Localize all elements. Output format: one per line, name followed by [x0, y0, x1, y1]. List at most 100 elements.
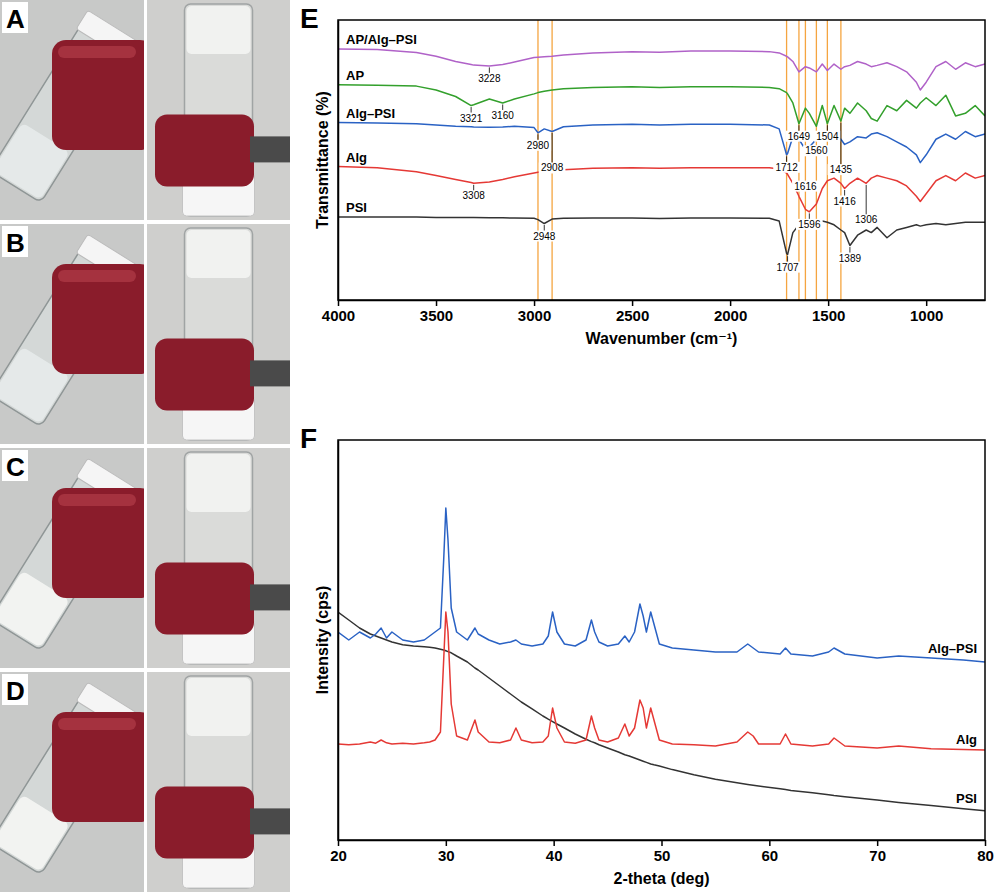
- annotation-patch: [489, 110, 516, 121]
- annotation-patch: [786, 131, 813, 142]
- annotation-patch: [828, 164, 855, 175]
- clamp-handle: [250, 808, 290, 834]
- annotation: 3228: [476, 73, 503, 84]
- panel-letter: C: [6, 452, 25, 482]
- x-tick-label: 40: [546, 847, 563, 864]
- x-tick: 80: [977, 840, 994, 864]
- y-axis: [338, 21, 339, 301]
- x-tick: 2500: [616, 300, 649, 324]
- clamp-highlight: [58, 718, 136, 730]
- series-name: Alg: [346, 150, 367, 165]
- y-axis-title: Transmittance (%): [314, 91, 331, 229]
- clamp-handle: [250, 584, 290, 610]
- annotation-label: 1306: [855, 214, 878, 225]
- clamp: [155, 338, 254, 410]
- clamp-handle: [250, 136, 290, 162]
- x-tick: 60: [761, 840, 778, 864]
- annotation-leader: [849, 247, 850, 253]
- annotation-patch: [831, 196, 858, 207]
- x-tick-mark: [926, 300, 928, 306]
- annotation: 3321: [458, 113, 485, 124]
- annotation-label: 1416: [833, 196, 856, 207]
- annotation-patch: [803, 145, 830, 156]
- annotation-leader: [544, 225, 545, 231]
- photo: [0, 672, 144, 892]
- photo: [0, 224, 144, 444]
- reference-line: [827, 20, 828, 300]
- x-tick-label: 60: [761, 847, 778, 864]
- annotation-leader: [798, 125, 799, 131]
- annotation-leader: [489, 67, 490, 73]
- annotation-leader: [866, 185, 867, 215]
- annotation-patch: [814, 131, 841, 142]
- y-axis: [338, 441, 339, 841]
- annotation: 2948: [531, 231, 558, 242]
- x-tick-label: 70: [869, 847, 886, 864]
- vial-gel: [187, 454, 251, 512]
- y-axis-line: [338, 21, 340, 301]
- annotation-leader: [537, 134, 538, 140]
- clamp: [52, 712, 144, 822]
- reference-line: [816, 20, 817, 300]
- panel-letter: D: [6, 676, 25, 706]
- figure: ABCD4000350030002500200015001000Wavenumb…: [0, 0, 1008, 894]
- x-tick-label: 2500: [616, 307, 649, 324]
- x-tick-label: 20: [330, 847, 347, 864]
- annotation-label: 3228: [478, 73, 501, 84]
- series-name: PSI: [956, 791, 977, 806]
- annotation-label: 3160: [492, 110, 515, 121]
- annotation-label: 1504: [816, 131, 839, 142]
- series-line: [338, 49, 985, 90]
- photo-background: [147, 448, 290, 668]
- x-tick: 1000: [910, 300, 943, 324]
- annotation-patch: [837, 253, 864, 264]
- panel-letter: E: [300, 3, 319, 34]
- series-name: AP/Alg–PSI: [346, 32, 417, 47]
- annotation-label: 2980: [527, 140, 550, 151]
- x-tick: 4000: [322, 300, 355, 324]
- annotation-patch: [853, 214, 880, 225]
- annotation-label: 1560: [805, 145, 828, 156]
- photo: [0, 448, 144, 668]
- annotation-label: 1707: [776, 262, 799, 273]
- x-tick-label: 3000: [518, 307, 551, 324]
- series-line: [338, 166, 985, 211]
- photo-background: [147, 224, 290, 444]
- plot-marks: [338, 20, 985, 300]
- series-name: Alg–PSI: [346, 106, 395, 121]
- x-tick-label: 3500: [420, 307, 453, 324]
- annotation-label: 2948: [533, 231, 556, 242]
- series-name: Alg–PSI: [928, 641, 977, 656]
- photo-background: [147, 0, 290, 220]
- reference-line: [805, 20, 806, 300]
- x-tick-label: 2000: [714, 307, 747, 324]
- clamp: [155, 786, 254, 858]
- annotation: 1616: [792, 181, 819, 192]
- labels: PSIAlgAlg–PSI: [928, 641, 977, 806]
- x-tick-mark: [534, 300, 536, 306]
- annotation: 1389: [837, 253, 864, 264]
- annotation: 3160: [489, 110, 516, 121]
- x-tick: 1500: [812, 300, 845, 324]
- annotation-label: 1435: [830, 164, 853, 175]
- annotation-leader: [827, 125, 828, 131]
- series-name: AP: [346, 68, 364, 83]
- annotation: 2908: [539, 162, 566, 173]
- clamp: [155, 114, 254, 186]
- annotation-label: 1389: [839, 253, 862, 264]
- annotation-patch: [531, 231, 558, 242]
- annotation: 1596: [796, 219, 823, 230]
- x-tick-label: 30: [438, 847, 455, 864]
- vial-gel: [187, 678, 251, 736]
- annotation-label: 1616: [794, 181, 817, 192]
- x-tick-mark: [553, 840, 555, 846]
- annotation-label: 3321: [460, 113, 483, 124]
- x-tick-label: 80: [977, 847, 994, 864]
- panel-letter-patch: [2, 450, 28, 481]
- series-line: [338, 85, 985, 126]
- annotation: 3308: [460, 190, 487, 201]
- x-tick-mark: [877, 840, 879, 846]
- panel-letter-patch: [2, 2, 28, 33]
- panel-letter: F: [300, 423, 317, 454]
- x-tick: 3500: [420, 300, 453, 324]
